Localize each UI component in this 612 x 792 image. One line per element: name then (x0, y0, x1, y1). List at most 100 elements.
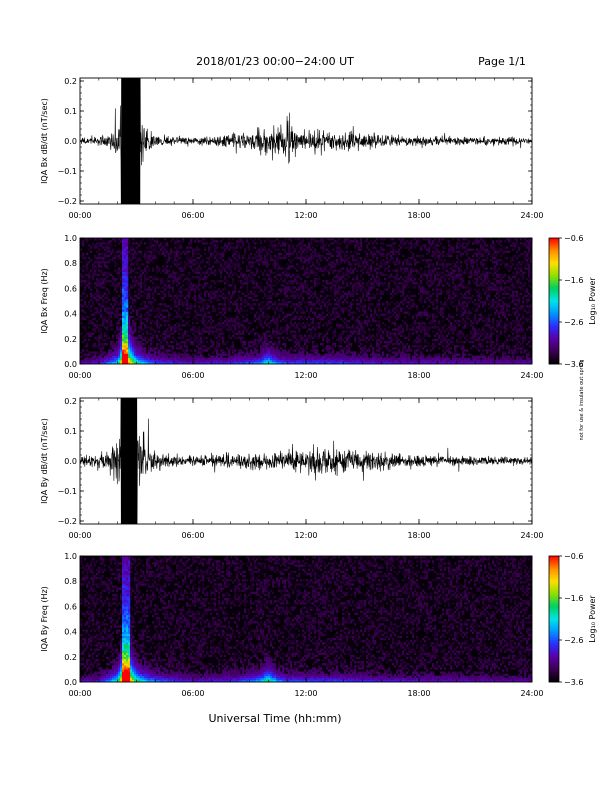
spectrogram-cell (142, 332, 145, 335)
spectrogram-cell (260, 338, 263, 342)
spectrogram-cell (374, 296, 377, 300)
spectrogram-cell (214, 334, 217, 337)
spectrogram-cell (250, 349, 253, 352)
spectrogram-cell (98, 296, 101, 300)
spectrogram-cell (214, 261, 217, 264)
spectrogram-cell (210, 330, 213, 333)
spectrogram-cell (120, 288, 123, 291)
spectrogram-cell (148, 361, 151, 364)
spectrogram-cell (288, 280, 291, 283)
spectrogram-cell (108, 248, 111, 251)
spectrogram-cell (356, 261, 359, 264)
spectrogram-cell (182, 324, 185, 327)
spectrogram-cell (396, 351, 399, 354)
spectrogram-cell (248, 353, 251, 356)
spectrogram-cell (352, 286, 355, 289)
spectrogram-cell (92, 313, 95, 316)
spectrogram-cell (344, 286, 347, 289)
spectrogram-cell (342, 267, 345, 270)
spectrogram-cell (106, 357, 109, 361)
spectrogram-cell (108, 336, 111, 340)
spectrogram-cell (250, 322, 253, 325)
spectrogram-cell (264, 349, 267, 352)
spectrogram-cell (112, 351, 115, 354)
spectrogram-cell (274, 334, 277, 337)
spectrogram-cell (276, 351, 279, 354)
spectrogram-cell (378, 315, 381, 319)
spectrogram-cell (360, 324, 363, 327)
spectrogram-cell (122, 309, 125, 312)
spectrogram-cell (118, 322, 121, 325)
spectrogram-cell (104, 280, 107, 283)
spectrogram-cell (300, 282, 303, 285)
spectrogram-cell (318, 259, 321, 262)
spectrogram-cell (232, 303, 235, 306)
spectrogram-cell (130, 263, 133, 266)
spectrogram-cell (192, 317, 195, 321)
spectrogram-cell (310, 271, 313, 274)
spectrogram-cell (346, 267, 349, 270)
spectrogram-cell (124, 296, 127, 300)
spectrogram-cell (284, 256, 287, 260)
spectrogram-cell (240, 349, 243, 352)
spectrogram-cell (150, 347, 153, 350)
spectrogram-cell (274, 311, 277, 314)
spectrogram-cell (284, 248, 287, 251)
spectrogram-cell (102, 319, 105, 323)
spectrogram-cell (296, 263, 299, 266)
spectrogram-cell (280, 355, 283, 358)
spectrogram-cell (312, 355, 315, 358)
spectrogram-cell (294, 303, 297, 306)
spectrogram-cell (328, 315, 331, 319)
spectrogram-cell (374, 254, 377, 258)
spectrogram-cell (184, 353, 187, 356)
spectrogram-cell (258, 286, 261, 289)
spectrogram-cell (152, 301, 155, 304)
spectrogram-cell (232, 351, 235, 354)
spectrogram-cell (340, 334, 343, 337)
spectrogram-cell (88, 238, 91, 241)
spectrogram-cell (328, 273, 331, 277)
spectrogram-cell (102, 343, 105, 346)
spectrogram-cell (114, 284, 117, 287)
spectrogram-cell (306, 286, 309, 289)
spectrogram-cell (146, 359, 149, 363)
spectrogram-cell (94, 238, 97, 241)
spectrogram-cell (288, 361, 291, 364)
spectrogram-cell (150, 252, 153, 256)
spectrogram-cell (256, 326, 259, 329)
spectrogram-cell (264, 334, 267, 337)
spectrogram-cell (392, 248, 395, 251)
spectrogram-cell (86, 284, 89, 287)
spectrogram-cell (258, 359, 261, 363)
spectrogram-cell (198, 334, 201, 337)
spectrogram-cell (182, 355, 185, 358)
spectrogram-cell (264, 351, 267, 354)
spectrogram-cell (118, 338, 121, 342)
spectrogram-cell (374, 357, 377, 361)
spectrogram-cell (164, 338, 167, 342)
spectrogram-cell (294, 275, 297, 279)
spectrogram-cell (364, 355, 367, 358)
spectrogram-cell (270, 254, 273, 258)
spectrogram-cell (112, 359, 115, 363)
spectrogram-cell (114, 286, 117, 289)
spectrogram-cell (128, 244, 131, 247)
spectrogram-cell (94, 284, 97, 287)
spectrogram-cell (178, 303, 181, 306)
spectrogram-cell (248, 303, 251, 306)
spectrogram-cell (286, 273, 289, 277)
spectrogram-cell (334, 357, 337, 361)
spectrogram-cell (126, 303, 129, 306)
spectrogram-cell (208, 347, 211, 350)
spectrogram-cell (266, 303, 269, 306)
spectrogram-cell (146, 330, 149, 333)
spectrogram-cell (120, 359, 123, 363)
spectrogram-cell (356, 357, 359, 361)
spectrogram-cell (292, 357, 295, 361)
spectrogram-cell (378, 345, 381, 348)
spectrogram-cell (254, 355, 257, 358)
spectrogram-cell (394, 351, 397, 354)
spectrogram-cell (302, 261, 305, 264)
spectrogram-cell (120, 340, 123, 344)
